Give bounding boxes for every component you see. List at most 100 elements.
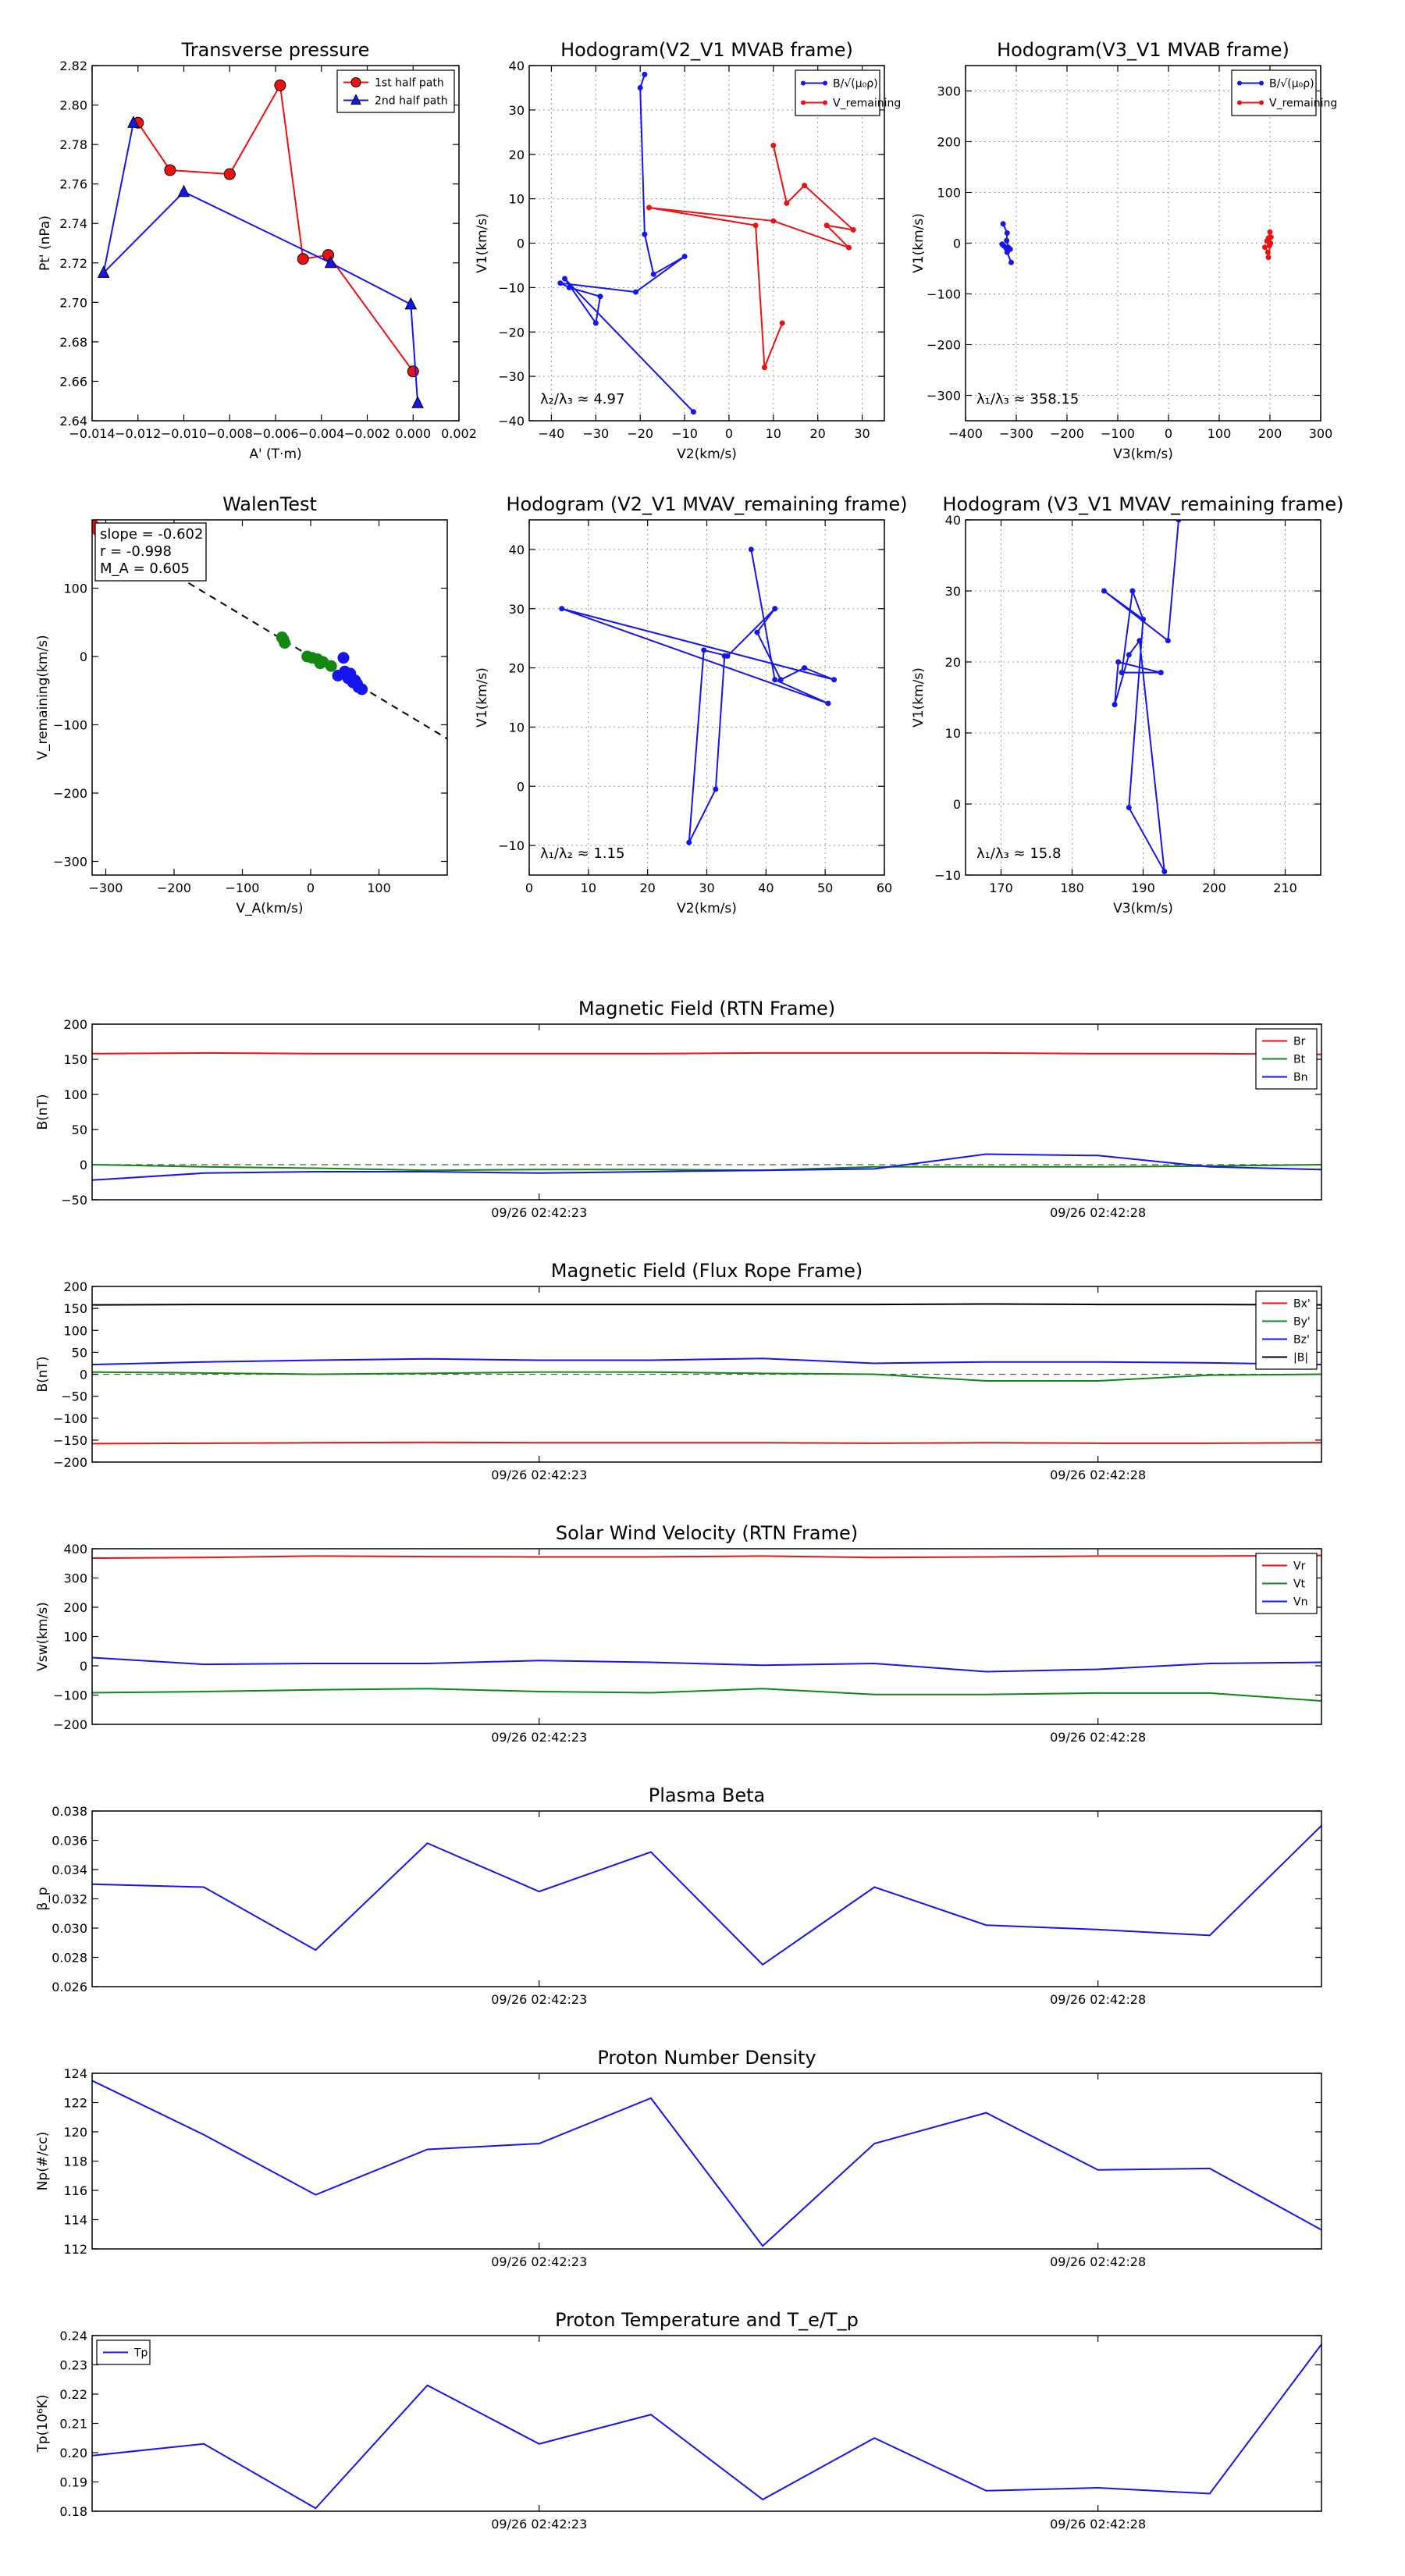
axes-frame bbox=[91, 519, 448, 876]
x-tick-label: −300 bbox=[999, 426, 1033, 441]
chart-title: Plasma Beta bbox=[649, 1784, 765, 1806]
y-tick-label: 2.82 bbox=[59, 59, 87, 73]
stats-box bbox=[94, 522, 207, 582]
series-np bbox=[92, 2080, 1321, 2247]
y-tick-label: 200 bbox=[937, 135, 961, 150]
y-tick-label: −30 bbox=[498, 369, 525, 384]
y-tick-label: 50 bbox=[72, 1345, 87, 1360]
axes-frame bbox=[91, 2073, 1322, 2250]
eigen-ratio-annotation: λ₂/λ₃ ≈ 4.97 bbox=[540, 391, 624, 407]
data-point bbox=[1267, 229, 1273, 235]
data-point bbox=[721, 653, 727, 659]
y-tick-label: 10 bbox=[509, 192, 525, 207]
chart-beta: Plasma Beta 09/26 02:42:23 09/26 02:42:28 0… bbox=[35, 1784, 1322, 2007]
y-tick-label: 2.68 bbox=[59, 335, 87, 350]
y-tick-label: 118 bbox=[63, 2154, 87, 2169]
data-point bbox=[1158, 670, 1164, 676]
y-tick-label: 0 bbox=[517, 779, 525, 794]
y-tick-label: 0 bbox=[517, 237, 525, 251]
y-tick-label: 0.028 bbox=[52, 1951, 87, 1966]
y-tick-label: 0.22 bbox=[59, 2387, 87, 2402]
series-middle bbox=[276, 632, 337, 672]
y-axis-label: β_p bbox=[35, 1887, 51, 1910]
data-point bbox=[748, 546, 754, 553]
legend-box bbox=[1255, 1290, 1318, 1370]
legend: B/√(μ₀ρ) V_remaining bbox=[795, 69, 901, 116]
x-tick-label: 0 bbox=[307, 881, 315, 895]
x-tick-label: −10 bbox=[671, 426, 698, 441]
legend-label: Vr bbox=[1293, 1560, 1306, 1573]
chart-hodo_v2v1_b: Hodogram(V2_V1 MVAB frame) −40 −30 −20 −10 0 1… bbox=[475, 39, 901, 462]
y-tick-label: 100 bbox=[63, 1630, 87, 1645]
axes-frame bbox=[91, 1810, 1322, 1987]
data-point bbox=[1176, 520, 1182, 523]
legend-label: Vn bbox=[1293, 1596, 1307, 1609]
y-axis-label: V_remaining(km/s) bbox=[35, 635, 51, 760]
x-tick-label: −100 bbox=[1101, 426, 1135, 441]
y-tick-label: 50 bbox=[72, 1123, 87, 1137]
plot-area bbox=[557, 71, 856, 415]
series-beta bbox=[92, 1825, 1321, 1966]
chart-title: Proton Number Density bbox=[597, 2047, 816, 2069]
data-point bbox=[784, 200, 790, 206]
y-tick-label: 0.026 bbox=[52, 1980, 87, 1994]
y-axis-label: V1(km/s) bbox=[475, 667, 490, 728]
chart-hodo_v3v1_b: Hodogram(V3_V1 MVAB frame) −400 −300 −200 −1… bbox=[911, 39, 1337, 462]
series-line bbox=[1103, 520, 1179, 872]
x-tick-label: −0.010 bbox=[161, 426, 207, 441]
series-line bbox=[102, 123, 419, 404]
x-tick-label: 300 bbox=[1309, 426, 1333, 441]
plot-area bbox=[92, 2080, 1321, 2247]
data-point bbox=[802, 665, 808, 671]
chart-title: Hodogram(V2_V1 MVAB frame) bbox=[560, 39, 853, 61]
plot-area bbox=[92, 1825, 1321, 1966]
chart-np: Proton Number Density 09/26 02:42:23 09/26… bbox=[35, 2047, 1322, 2269]
x-tick-label: −0.006 bbox=[252, 426, 298, 441]
y-tick-label: −150 bbox=[53, 1433, 87, 1448]
data-point bbox=[597, 294, 603, 300]
series-b- bbox=[557, 71, 696, 415]
chart-title: Magnetic Field (Flux Rope Frame) bbox=[551, 1260, 863, 1282]
series-line bbox=[92, 1656, 1321, 1673]
chart-tp: Transverse pressure−0.014 −0.012 −0.010 −0.… bbox=[37, 39, 477, 462]
legend: Vr Vt Vn bbox=[1255, 1553, 1318, 1614]
axes-frame bbox=[528, 65, 885, 422]
legend-box bbox=[1231, 69, 1317, 116]
legend: 1st half path 2nd half path bbox=[336, 69, 455, 113]
data-point bbox=[777, 677, 784, 683]
chart-title: WalenTest bbox=[222, 493, 317, 515]
y-tick-label: 200 bbox=[63, 1279, 87, 1294]
y-tick-label: 20 bbox=[509, 661, 525, 676]
eigen-ratio-annotation: λ₁/λ₂ ≈ 1.15 bbox=[540, 845, 624, 862]
stats-line: r = -0.998 bbox=[100, 543, 172, 560]
series-br bbox=[92, 1051, 1321, 1055]
x-tick-label: 50 bbox=[817, 881, 833, 895]
x-tick-label: 0 bbox=[525, 881, 533, 895]
series-line bbox=[92, 1371, 1321, 1382]
legend-label: V_remaining bbox=[833, 98, 901, 110]
data-point bbox=[825, 700, 831, 706]
data-point bbox=[850, 226, 856, 233]
data-point bbox=[1161, 868, 1168, 874]
x-tick-label: 100 bbox=[367, 881, 391, 895]
x-tick-label: −400 bbox=[948, 426, 983, 441]
data-point bbox=[297, 253, 309, 265]
series-vr bbox=[92, 1554, 1321, 1559]
legend-marker bbox=[1237, 100, 1242, 105]
series-late bbox=[332, 652, 368, 696]
series-line bbox=[561, 549, 834, 843]
data-point bbox=[754, 629, 760, 635]
data-point bbox=[1264, 249, 1271, 255]
series-line bbox=[92, 1303, 1321, 1306]
y-tick-label: 0.18 bbox=[59, 2504, 87, 2519]
plot-area bbox=[92, 1051, 1321, 1181]
legend: Bx' By' Bz' |B| bbox=[1255, 1290, 1318, 1370]
series-v-remaining bbox=[1262, 229, 1274, 261]
y-tick-label: 0.21 bbox=[59, 2417, 87, 2432]
x-tick-label: 09/26 02:42:23 bbox=[491, 1205, 587, 1220]
y-tick-label: 2.70 bbox=[59, 295, 87, 310]
x-tick-label: −200 bbox=[157, 881, 191, 895]
chart-title: Magnetic Field (RTN Frame) bbox=[578, 998, 835, 1019]
x-tick-label: 0 bbox=[725, 426, 733, 441]
series-b- bbox=[999, 221, 1014, 265]
